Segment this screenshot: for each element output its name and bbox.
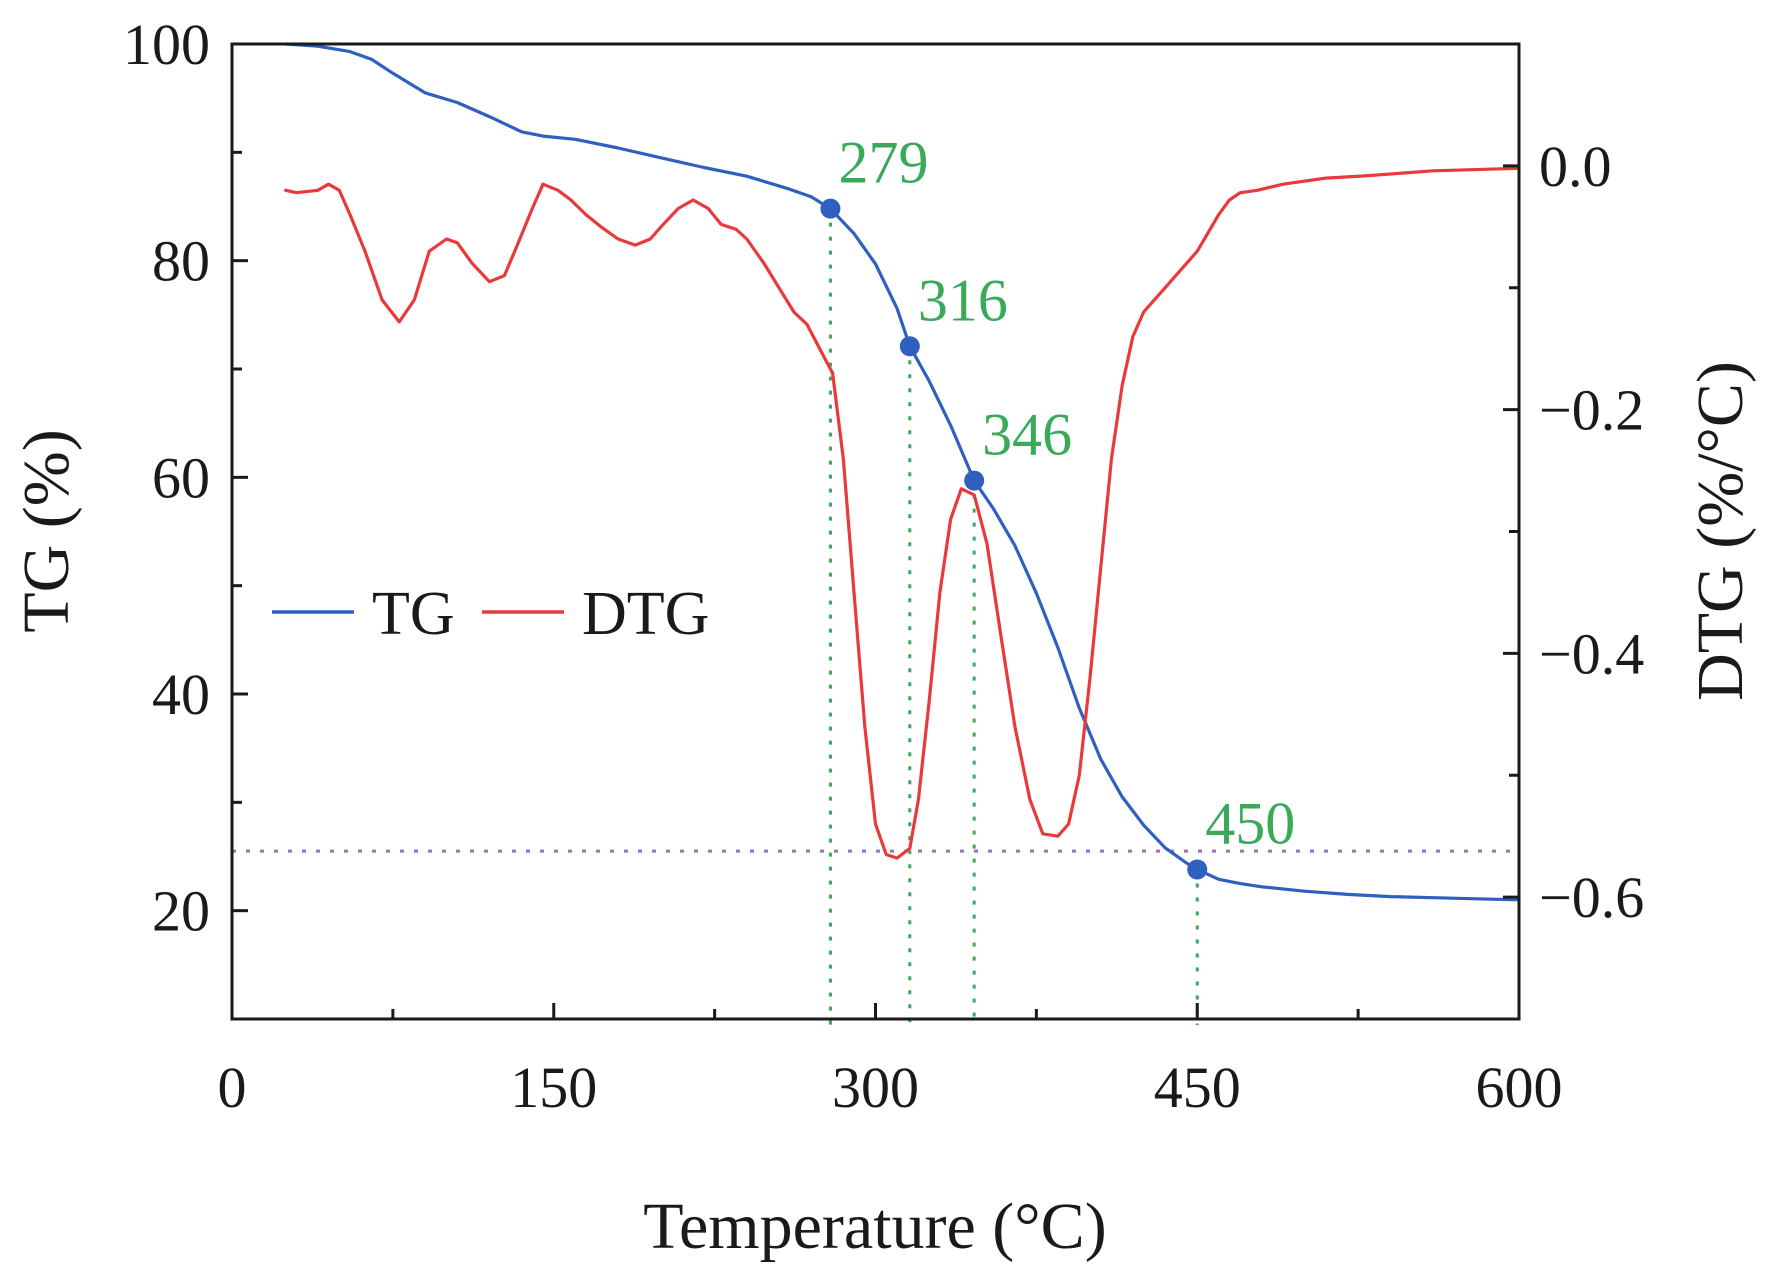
marker-point-450 [1187,859,1208,880]
y-right-tick-label--0.2: −0.2 [1539,378,1644,443]
y-right-tick-label--0.6: −0.6 [1539,865,1644,930]
x-tick-label-450: 450 [1154,1055,1241,1120]
marker-point-346 [964,470,985,491]
legend-label-tg: TG [372,580,455,648]
y-right-tick-label-0: 0.0 [1539,134,1612,199]
x-axis-title: Temperature (°C) [643,1190,1106,1263]
series-layer [284,42,1521,902]
axis-layer: 0 150 300 450 600 20 40 60 80 100 0.0 −0.2 −0.4 −0.6 [123,12,1644,1120]
marker-label-450: 450 [1205,791,1295,857]
y-left-tick-label-60: 60 [152,445,210,510]
y-left-tick-label-20: 20 [152,879,210,944]
reference-lines [232,208,1519,1025]
x-tick-label-0: 0 [218,1055,247,1120]
y-right-axis-title: DTG (%/°C) [1684,361,1757,701]
legend: TG DTG [272,580,709,648]
marker-label-316: 316 [918,267,1008,333]
y-left-axis-title: TG (%) [10,429,83,632]
marker-point-279 [820,198,841,219]
x-tick-label-300: 300 [832,1055,919,1120]
marker-label-279: 279 [838,130,928,196]
series-line-tg [284,42,1521,902]
marker-layer: 279 316 346 450 [820,130,1295,880]
marker-point-316 [899,336,920,357]
y-left-tick-label-40: 40 [152,662,210,727]
x-tick-label-600: 600 [1476,1055,1563,1120]
y-left-tick-label-100: 100 [123,12,210,77]
series-line-dtg [284,166,1521,860]
legend-label-dtg: DTG [582,580,709,648]
x-tick-label-150: 150 [510,1055,597,1120]
y-left-tick-label-80: 80 [152,229,210,294]
y-right-tick-label--0.4: −0.4 [1539,621,1644,686]
marker-label-346: 346 [982,402,1072,468]
